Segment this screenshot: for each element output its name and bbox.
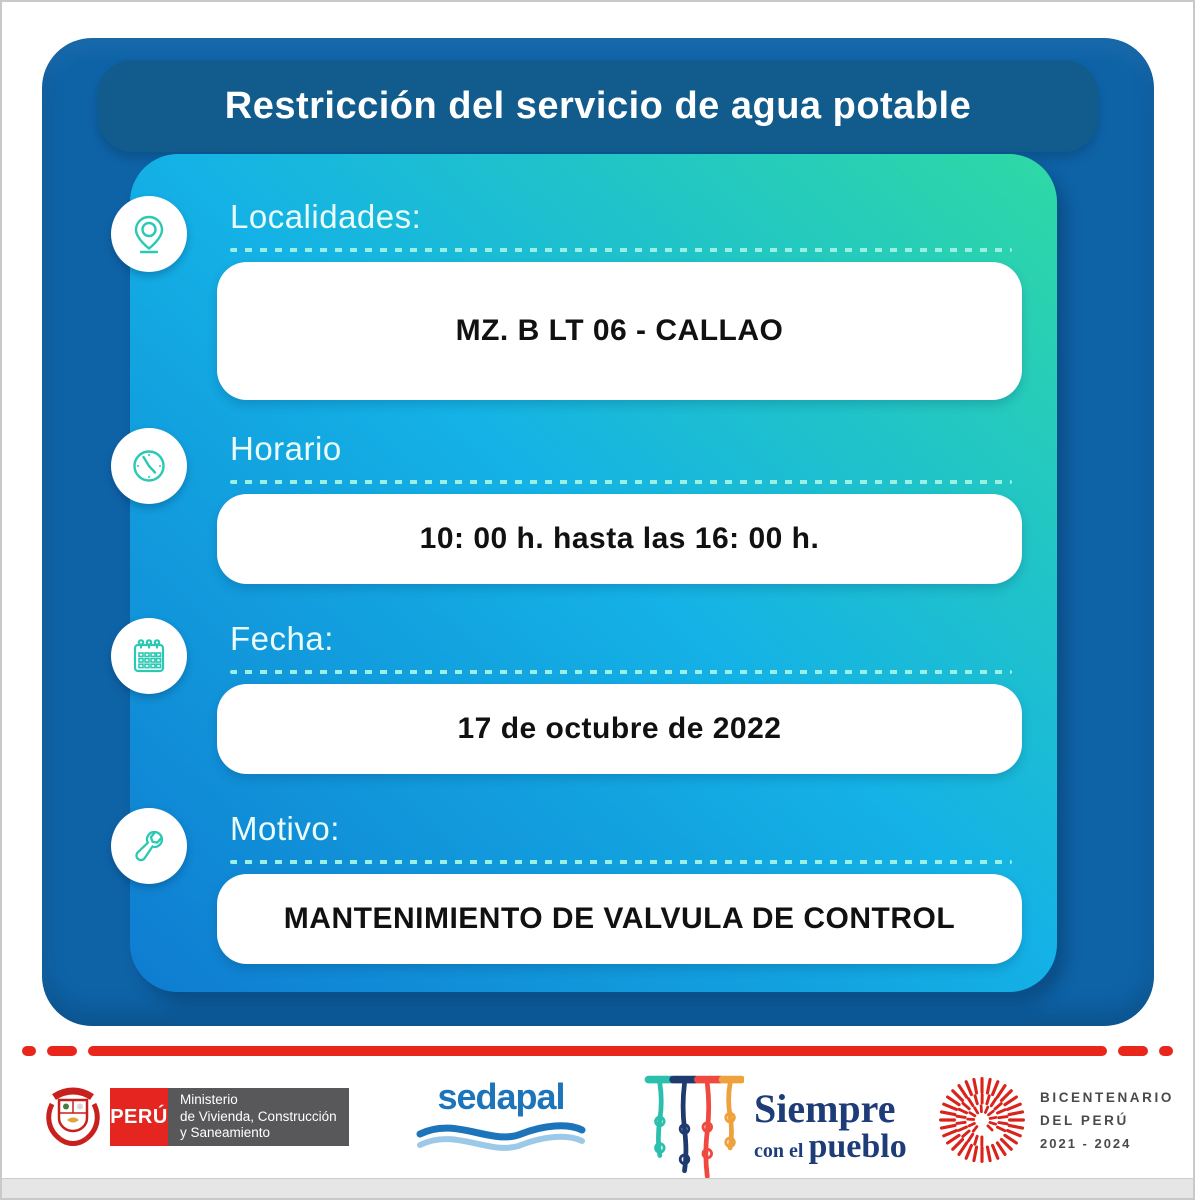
- page-title: Restricción del servicio de agua potable: [224, 84, 972, 127]
- calendar-icon: [111, 618, 187, 694]
- quipu-cords-icon: [644, 1075, 744, 1179]
- sedapal-waves-icon: [416, 1122, 586, 1151]
- localities-box: MZ. B LT 06 - CALLAO: [217, 262, 1022, 400]
- title-banner: Restricción del servicio de agua potable: [98, 60, 1098, 152]
- sedapal-logo: sedapal: [416, 1078, 586, 1154]
- section-label-fecha: Fecha:: [230, 620, 334, 657]
- dotted-divider: [230, 480, 1012, 484]
- bottom-gray-strip: [2, 1178, 1193, 1198]
- siempre-wordmark: Siempre con el pueblo: [754, 1072, 907, 1184]
- pueblo-word: pueblo: [808, 1128, 907, 1165]
- ministry-line-1: Ministerio: [180, 1092, 238, 1108]
- dotted-divider: [230, 860, 1012, 864]
- con-el-word: con el: [754, 1140, 804, 1162]
- peru-coat-of-arms-icon: [46, 1087, 100, 1146]
- schedule-value: 10: 00 h. hasta las 16: 00 h.: [419, 522, 820, 555]
- section-label-localidades: Localidades:: [230, 198, 422, 235]
- dotted-divider: [230, 670, 1012, 674]
- red-dashed-divider: [22, 1046, 1173, 1056]
- divider-dot: [22, 1046, 36, 1056]
- bicentenario-logo: BICENTENARIO DEL PERÚ 2021 - 2024: [936, 1074, 1174, 1166]
- schedule-box: 10: 00 h. hasta las 16: 00 h.: [217, 494, 1022, 584]
- section-label-motivo: Motivo:: [230, 810, 340, 847]
- bicentenario-line-3: 2021 - 2024: [1040, 1135, 1132, 1151]
- bicentenario-line-2: DEL PERÚ: [1040, 1112, 1129, 1128]
- section-motivo: Motivo: MANTENIMIENTO DE VALVULA DE CONT…: [111, 808, 1022, 964]
- wrench-icon: [111, 808, 187, 884]
- section-label-horario: Horario: [230, 430, 342, 467]
- reason-box: MANTENIMIENTO DE VALVULA DE CONTROL: [217, 874, 1022, 964]
- divider-bar: [88, 1046, 1107, 1056]
- siempre-con-el-pueblo-logo: Siempre con el pueblo: [644, 1072, 907, 1184]
- bicentenario-text: BICENTENARIO DEL PERÚ 2021 - 2024: [1040, 1086, 1174, 1155]
- ministry-name: Ministerio de Vivienda, Construcción y S…: [168, 1088, 349, 1146]
- sedapal-wordmark: sedapal: [437, 1076, 565, 1117]
- siempre-word: Siempre: [754, 1086, 896, 1131]
- bicentenario-sunburst-icon: [939, 1077, 1025, 1163]
- divider-dash: [47, 1046, 77, 1056]
- footer-logos: PERÚ Ministerio de Vivienda, Construcció…: [2, 1070, 1193, 1182]
- map-pin-icon: [111, 196, 187, 272]
- date-box: 17 de octubre de 2022: [217, 684, 1022, 774]
- section-fecha: Fecha: 17 de octubre de 2022: [111, 618, 1022, 774]
- bicentenario-line-1: BICENTENARIO: [1040, 1089, 1174, 1105]
- localities-value: MZ. B LT 06 - CALLAO: [455, 314, 784, 347]
- clock-icon: [111, 428, 187, 504]
- divider-dash: [1118, 1046, 1148, 1056]
- details-panel: Localidades: MZ. B LT 06 - CALLAO: [111, 154, 1057, 992]
- ministry-line-2: de Vivienda, Construcción: [180, 1108, 337, 1124]
- section-localidades: Localidades: MZ. B LT 06 - CALLAO: [111, 196, 1022, 400]
- ministry-logo: PERÚ Ministerio de Vivienda, Construcció…: [44, 1086, 349, 1148]
- divider-dot: [1159, 1046, 1173, 1056]
- dotted-divider: [230, 248, 1012, 252]
- date-value: 17 de octubre de 2022: [457, 712, 782, 745]
- ministry-line-3: y Saneamiento: [180, 1125, 271, 1141]
- section-horario: Horario 10: 00 h. hasta las 16: 00 h.: [111, 428, 1022, 584]
- reason-value: MANTENIMIENTO DE VALVULA DE CONTROL: [283, 902, 956, 935]
- announcement-card: Restricción del servicio de agua potable…: [42, 38, 1154, 1026]
- peru-wordmark: PERÚ: [110, 1088, 168, 1146]
